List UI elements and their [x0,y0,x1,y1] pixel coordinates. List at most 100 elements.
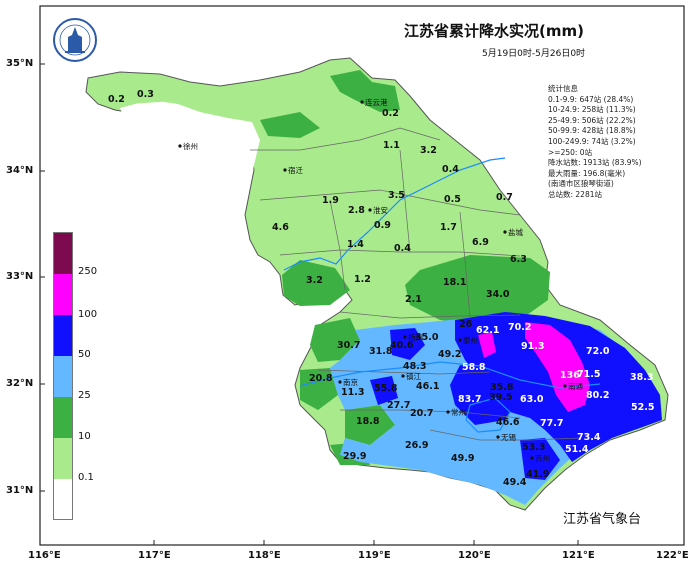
rainfall-value: 91.3 [521,341,544,352]
rainfall-value: 6.3 [510,254,527,265]
district-boundaries [250,127,581,441]
rainfall-value: 6.9 [472,237,489,248]
lon-label: 121°E [562,550,595,561]
city-label: 苏州 [535,453,550,463]
lon-label: 122°E [656,550,689,561]
legend-label: 100 [78,309,98,320]
rainfall-value: 1.2 [354,274,371,285]
rainfall-value: 51.4 [565,444,589,455]
rainfall-value: 0.9 [374,220,391,231]
rainfall-value: 11.3 [341,387,364,398]
stats-line: 总站数: 2281站 [548,189,602,199]
city-label: 徐州 [183,141,198,151]
rainfall-value: 20.7 [410,408,433,419]
rainfall-value: 1.7 [440,222,457,233]
rainfall-value: 0.2 [108,94,125,105]
legend-label: 250 [78,266,98,277]
city-marker [283,168,287,172]
lon-label: 119°E [358,550,391,561]
rainfall-value: 55.8 [374,383,398,394]
lon-label: 120°E [458,550,491,561]
rainfall-value: 73.4 [577,432,601,443]
city-marker [338,380,342,384]
stats-line: 25-49.9: 506站 (22.2%) [548,115,636,125]
rainfall-value: 71.5 [577,369,600,380]
rainfall-value: 49.9 [451,453,474,464]
rainfall-value: 18.8 [356,416,380,427]
rainfall-value: 40.6 [390,340,414,351]
legend-swatch [54,356,72,397]
rainfall-value: 83.7 [458,394,481,405]
rainfall-value: 62.1 [476,325,499,336]
city-marker [360,100,364,104]
rainfall-value: 2.8 [348,205,365,216]
rainfall-value: 18.1 [443,277,466,288]
rainfall-value: 35.8 [490,382,514,393]
city-label: 盐城 [508,227,523,237]
city-label: 无锡 [501,433,516,442]
weather-bureau-logo [53,18,97,62]
legend-swatch [54,233,72,274]
rainfall-value: 29.9 [343,451,366,462]
taihu-lake [465,397,511,433]
lat-label: 31°N [6,485,34,496]
rainfall-value: 63.0 [520,394,544,405]
map-period: 5月19日0时-5月26日0时 [482,49,586,59]
color-legend [53,232,73,520]
rainfall-value: 0.2 [382,108,399,119]
city-label: 常州 [451,408,466,417]
rainfall-value: 1.1 [383,140,400,151]
rainfall-value: 3.2 [420,145,437,156]
rainfall-value: 48.3 [403,361,426,372]
rainfall-value: 35.0 [415,332,439,343]
legend-swatch [54,274,72,315]
stats-line: >=250: 0站 [548,147,593,157]
city-marker [446,410,450,414]
rainfall-value: 0.5 [444,194,461,205]
city-marker [178,144,182,148]
rainfall-value: 2.1 [405,294,422,305]
rainfall-value: 0.7 [496,192,513,203]
legend-label: 0.1 [78,472,94,483]
lon-label: 118°E [248,550,281,561]
city-label: 镇江 [406,371,421,381]
city-marker [401,374,405,378]
stats-line: 50-99.9: 428站 (18.8%) [548,126,636,136]
city-label: 泰州 [463,335,478,345]
rainfall-value: 26.9 [405,440,428,451]
city-label: 扬州 [408,332,423,342]
rainfall-value: 1.9 [322,195,339,206]
city-label: 南京 [343,377,358,387]
zone-white [120,100,260,185]
stats-line: 0.1-9.9: 647站 (28.4%) [548,94,634,104]
stats-line: 10-24.9: 258站 (11.3%) [548,105,636,115]
lat-label: 33°N [6,271,34,282]
rainfall-value: 49.2 [438,349,461,360]
rainfall-value: 34.0 [486,289,510,300]
map-frame [39,5,685,546]
stats-line: 100-249.9: 74站 (3.2%) [548,136,636,146]
rainfall-value: 46.6 [496,417,520,428]
city-marker [403,335,407,339]
lat-label: 35°N [6,58,34,69]
city-label: 南通 [568,381,583,391]
lon-label: 116°E [28,550,61,561]
stats-heading: 统计信息 [548,84,578,93]
map-title: 江苏省累计降水实况(mm) [404,22,584,40]
rainfall-value: 3.2 [306,275,323,286]
rainfall-value: 20.8 [309,373,333,384]
rainfall-value: 52.5 [631,402,654,413]
agency-name: 江苏省气象台 [563,512,642,527]
rainfall-value: 38.3 [630,372,653,383]
rainfall-value: 1.4 [347,239,364,250]
zone-10-25 [260,70,550,465]
zone-100-250 [478,322,590,412]
city-marker [496,435,500,439]
rainfall-value: 3.5 [388,190,405,201]
rainfall-value: 0.4 [442,164,459,175]
rainfall-value: 26 [459,319,473,330]
legend-label: 25 [78,390,91,401]
rainfall-value: 0.3 [137,89,154,100]
lon-label: 117°E [138,550,171,561]
